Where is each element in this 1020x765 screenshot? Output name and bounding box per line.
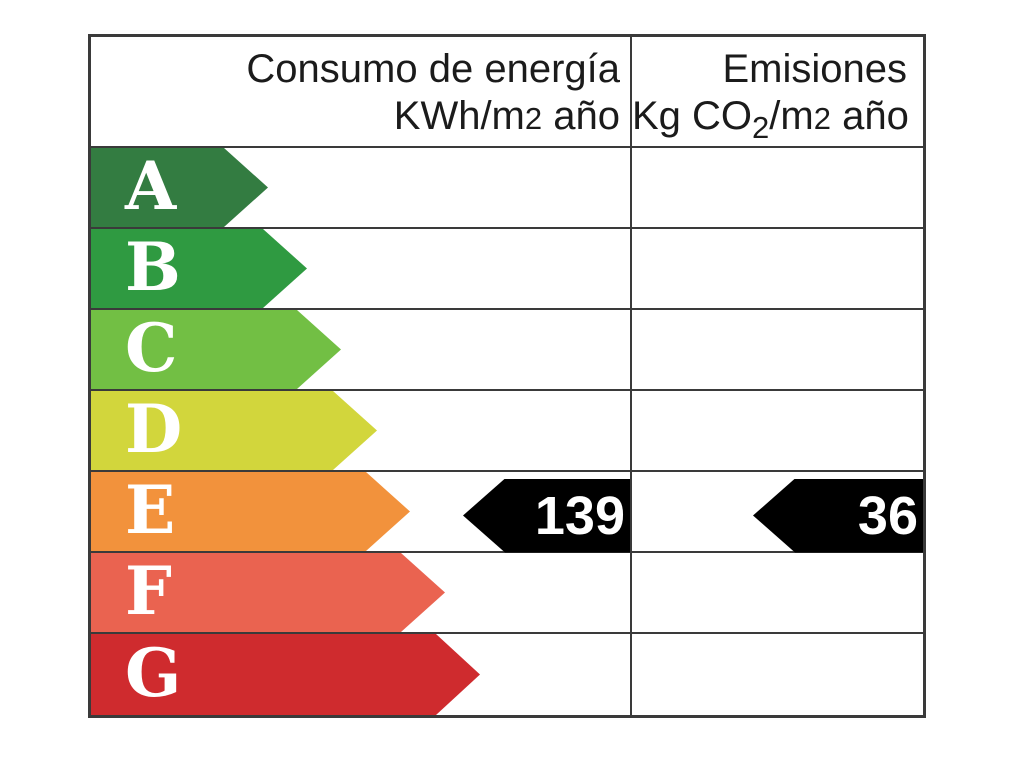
rating-row-a-emissions-cell bbox=[632, 148, 923, 229]
rating-row-b-emissions-cell bbox=[632, 229, 923, 310]
rating-letter-b: B bbox=[125, 227, 181, 306]
consumption-header-cell: Consumo de energía KWh/m2 año bbox=[91, 37, 632, 148]
rating-row-e-emissions-cell: 36 bbox=[632, 472, 923, 553]
emissions-unit-part: /m bbox=[769, 94, 814, 138]
rating-letter-c: C bbox=[125, 308, 178, 387]
rating-row-c-consumption-cell: C bbox=[91, 310, 632, 391]
rating-row-f-emissions-cell bbox=[632, 553, 923, 634]
rating-arrow-g: G bbox=[91, 634, 480, 715]
rating-table: Consumo de energía KWh/m2 año Emisiones … bbox=[88, 34, 926, 718]
rating-row-d-consumption-cell: D bbox=[91, 391, 632, 472]
rating-arrow-e: E bbox=[91, 472, 410, 551]
rating-row-d-emissions-cell bbox=[632, 391, 923, 472]
rating-letter-f: F bbox=[125, 551, 172, 630]
emissions-header-unit: Kg CO2/m2 año bbox=[632, 93, 909, 151]
emissions-header-title: Emisiones bbox=[722, 47, 907, 91]
consumption-header-unit: KWh/m2 año bbox=[91, 93, 620, 142]
rating-letter-a: A bbox=[125, 146, 177, 225]
rating-row-g-consumption-cell: G bbox=[91, 634, 632, 715]
emissions-unit-exponent: 2 bbox=[813, 101, 831, 136]
rating-letter-d: D bbox=[125, 389, 183, 468]
rating-letter-g: G bbox=[125, 633, 182, 712]
rating-row-c-emissions-cell bbox=[632, 310, 923, 391]
consumption-value-marker-value: 139 bbox=[534, 485, 625, 546]
rating-row-b-consumption-cell: B bbox=[91, 229, 632, 310]
consumption-unit-part: año bbox=[542, 94, 620, 138]
consumption-unit-part: KWh/m bbox=[393, 94, 525, 138]
consumption-unit-exponent: 2 bbox=[524, 101, 543, 136]
consumption-value-marker: 139 bbox=[463, 478, 630, 553]
emissions-unit-part: año bbox=[830, 94, 909, 138]
emissions-header-cell: Emisiones Kg CO2/m2 año bbox=[632, 37, 923, 148]
rating-arrow-b: B bbox=[91, 229, 307, 308]
rating-row-e-consumption-cell: E 139 bbox=[91, 472, 632, 553]
consumption-header-title: Consumo de energía bbox=[246, 47, 620, 91]
emissions-value-marker-value: 36 bbox=[857, 485, 918, 546]
emissions-value-marker: 36 bbox=[753, 478, 923, 553]
rating-letter-e: E bbox=[125, 470, 176, 549]
rating-arrow-d: D bbox=[91, 391, 377, 470]
rating-row-f-consumption-cell: F bbox=[91, 553, 632, 634]
rating-row-a-consumption-cell: A bbox=[91, 148, 632, 229]
emissions-unit-subscript: 2 bbox=[752, 110, 770, 145]
rating-arrow-a: A bbox=[91, 148, 268, 227]
rating-arrow-f: F bbox=[91, 553, 445, 632]
rating-row-g-emissions-cell bbox=[632, 634, 923, 715]
emissions-unit-part: Kg CO bbox=[632, 94, 753, 138]
rating-arrow-c: C bbox=[91, 310, 341, 389]
